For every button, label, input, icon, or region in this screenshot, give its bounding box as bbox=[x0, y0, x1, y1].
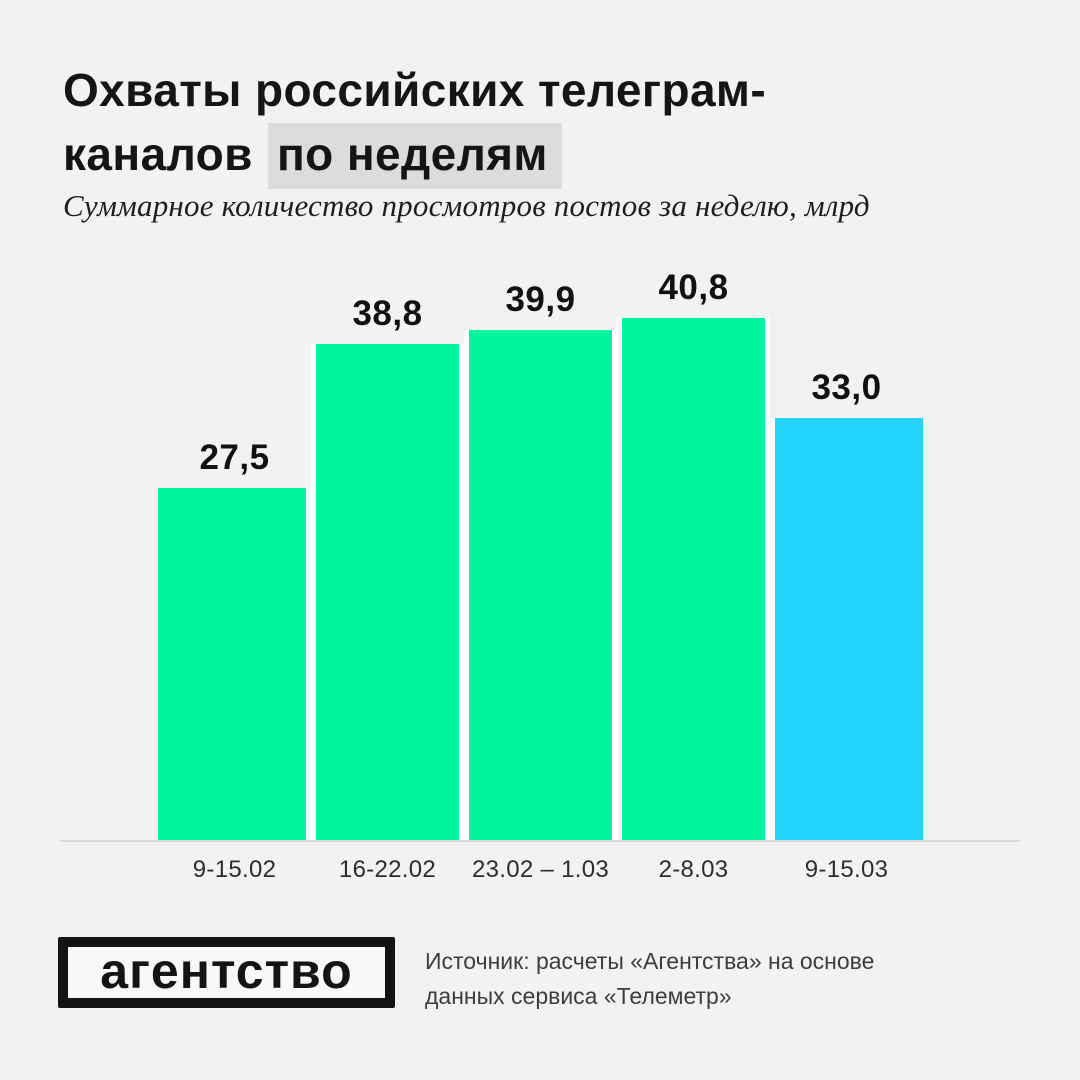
x-axis-tick-label: 16-22.02 bbox=[338, 856, 437, 883]
bar-chart: 27,5 38,8 39,9 40,8 33,0 9-15.02 16-22.02 23.0… bbox=[60, 268, 1020, 883]
bar-column: 33,0 bbox=[770, 368, 923, 840]
source-note: Источник: расчеты «Агентства» на основе … bbox=[425, 944, 874, 1014]
bar-column: 27,5 bbox=[158, 438, 311, 840]
bar bbox=[464, 330, 617, 840]
source-line-1: Источник: расчеты «Агентства» на основе bbox=[425, 948, 875, 974]
bar-column: 39,9 bbox=[464, 280, 617, 840]
x-axis-tick-label: 9-15.02 bbox=[192, 856, 277, 883]
bar-value-label: 40,8 bbox=[658, 268, 729, 307]
logo-text: агентство bbox=[100, 942, 353, 999]
bar-columns: 27,5 38,8 39,9 40,8 33,0 bbox=[158, 268, 923, 840]
bar-column: 38,8 bbox=[311, 294, 464, 840]
bar-value-label: 39,9 bbox=[505, 280, 576, 319]
chart-subtitle: Суммарное количество просмотров постов з… bbox=[63, 188, 870, 223]
source-line-2: данных сервиса «Телеметр» bbox=[425, 983, 732, 1009]
x-axis-tick-label: 2-8.03 bbox=[658, 856, 729, 883]
bar bbox=[311, 344, 464, 840]
title-line-2-prefix: каналов bbox=[63, 128, 253, 180]
bar bbox=[770, 418, 923, 840]
x-axis-tick-label: 23.02 – 1.03 bbox=[471, 856, 610, 883]
bar-value-label: 33,0 bbox=[811, 368, 882, 407]
bar-value-label: 27,5 bbox=[199, 438, 270, 477]
bar bbox=[158, 488, 311, 840]
bar-column: 40,8 bbox=[617, 268, 770, 840]
title-line-1: Охваты российских телеграм- bbox=[63, 64, 767, 116]
x-axis-tick-label: 9-15.03 bbox=[804, 856, 889, 883]
page-title: Охваты российских телеграм- каналов по н… bbox=[63, 58, 767, 189]
title-highlighted-phrase: по неделям bbox=[267, 123, 562, 189]
x-axis-line bbox=[60, 840, 1020, 842]
bar-value-label: 38,8 bbox=[352, 294, 423, 333]
x-axis-tick-labels: 9-15.02 16-22.02 23.02 – 1.03 2-8.03 9-15.03 bbox=[158, 856, 923, 884]
bar bbox=[617, 318, 770, 840]
agentstvo-logo: агентство bbox=[58, 937, 395, 1008]
